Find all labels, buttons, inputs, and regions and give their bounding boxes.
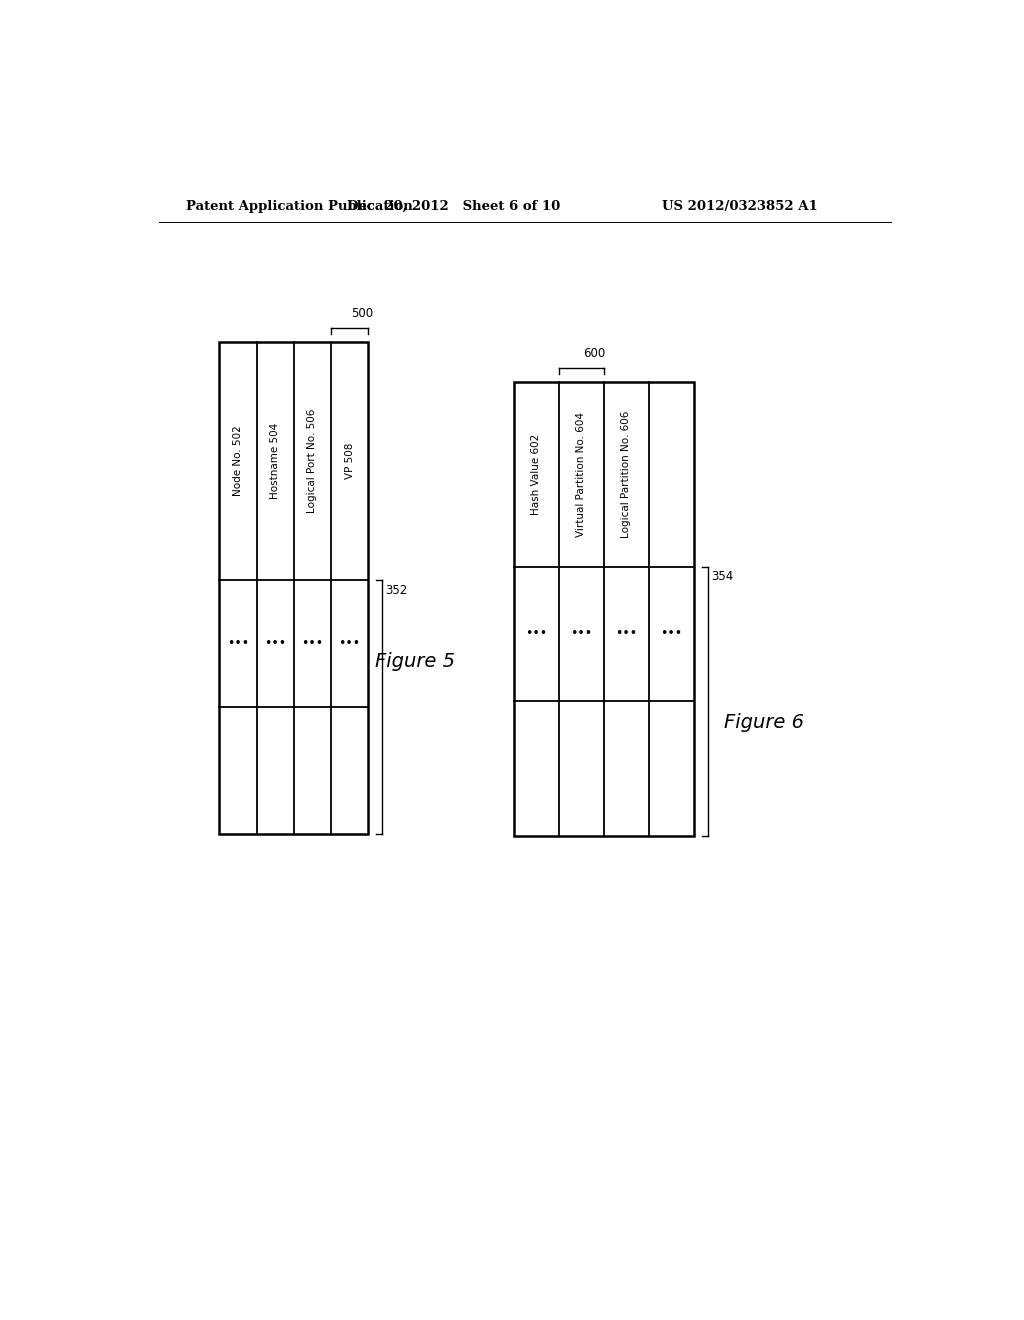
Text: 500: 500 [351,308,374,321]
Text: 352: 352 [385,585,408,597]
Text: •••: ••• [615,627,637,640]
Text: •••: ••• [264,638,287,651]
Text: Figure 5: Figure 5 [375,652,455,672]
Bar [514,381,693,836]
Text: •••: ••• [301,638,324,651]
Text: 600: 600 [583,347,605,360]
Text: •••: ••• [525,627,548,640]
Bar [219,342,369,834]
Text: •••: ••• [570,627,593,640]
Text: Hostname 504: Hostname 504 [270,422,281,499]
Text: Dec. 20, 2012   Sheet 6 of 10: Dec. 20, 2012 Sheet 6 of 10 [347,199,560,213]
Text: 354: 354 [711,570,733,583]
Text: Virtual Partition No. 604: Virtual Partition No. 604 [577,412,587,537]
Text: US 2012/0323852 A1: US 2012/0323852 A1 [663,199,818,213]
Text: •••: ••• [339,638,360,651]
Text: Logical Port No. 506: Logical Port No. 506 [307,409,317,513]
Text: •••: ••• [660,627,682,640]
Text: •••: ••• [227,638,249,651]
Text: Patent Application Publication: Patent Application Publication [186,199,413,213]
Text: Node No. 502: Node No. 502 [233,425,243,496]
Text: Figure 6: Figure 6 [724,713,804,731]
Text: Hash Value 602: Hash Value 602 [531,433,542,515]
Text: VP 508: VP 508 [345,442,354,479]
Text: Logical Partition No. 606: Logical Partition No. 606 [622,411,632,537]
